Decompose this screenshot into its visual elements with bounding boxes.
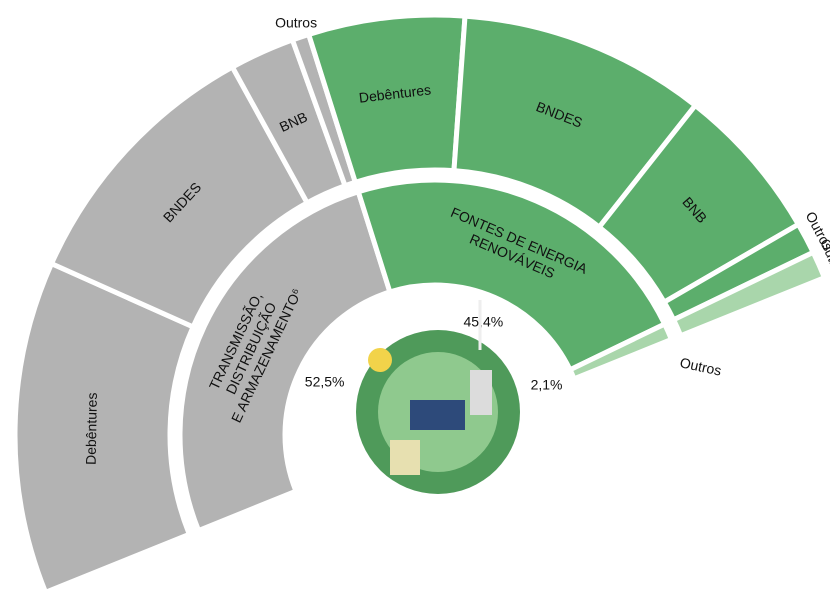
value-label: 45,4% [464, 314, 504, 330]
center-illustration [356, 300, 520, 494]
value-label: 2,1% [531, 376, 563, 392]
value-label: 52,5% [305, 374, 345, 390]
outer-label: Outros [275, 15, 317, 31]
inner-segment [355, 177, 668, 374]
inner-segment [566, 320, 675, 383]
inner-segment [177, 188, 394, 534]
outer-segment [670, 248, 828, 339]
outer-label: Debêntures [83, 392, 100, 465]
segment-label: Outros [679, 354, 723, 378]
segment-label-line: Outros [679, 354, 723, 378]
